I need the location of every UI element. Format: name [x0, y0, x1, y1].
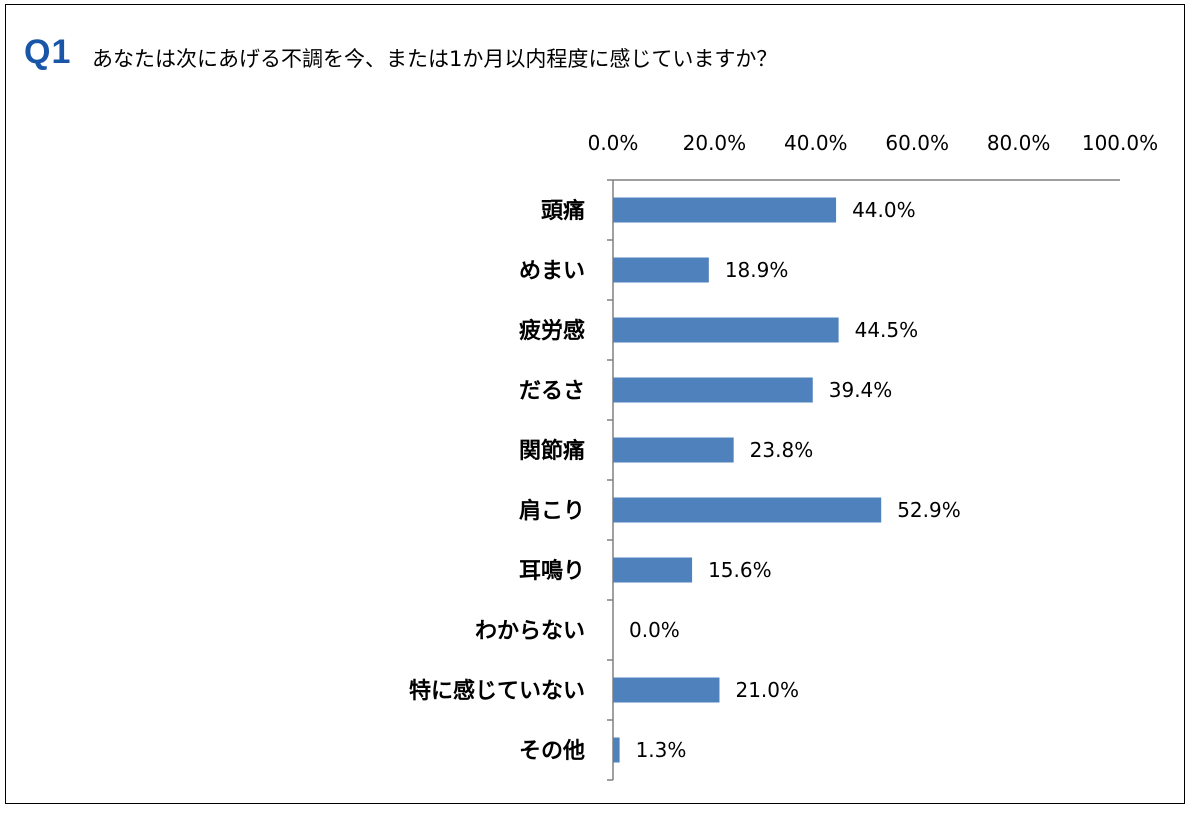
bar [613, 377, 813, 403]
category-label: めまい [519, 259, 585, 284]
x-tick-label: 60.0% [885, 131, 949, 155]
x-tick-label: 40.0% [784, 131, 848, 155]
bar [613, 497, 882, 523]
bar [613, 557, 693, 583]
value-label: 44.5% [855, 318, 919, 342]
chart-frame: Q1 あなたは次にあげる不調を今、または1か月以内程度に感じていますか？ [5, 4, 1185, 804]
bar [613, 737, 620, 763]
bar [613, 317, 839, 343]
x-tick-label: 0.0% [588, 131, 639, 155]
category-label: だるさ [519, 379, 585, 404]
category-label: 耳鳴り [519, 559, 585, 584]
category-label: 肩こり [519, 498, 585, 524]
bar [613, 257, 709, 283]
bar [613, 437, 734, 463]
x-tick-label: 80.0% [987, 131, 1051, 155]
category-label: 特に感じていない [409, 678, 585, 704]
question-text: あなたは次にあげる不調を今、または1か月以内程度に感じていますか？ [92, 47, 778, 71]
category-label: その他 [519, 739, 585, 764]
category-label: 頭痛 [541, 198, 585, 224]
category-label: わからない [475, 619, 585, 644]
value-label: 18.9% [725, 258, 789, 282]
bar [613, 677, 720, 703]
value-label: 39.4% [829, 378, 893, 402]
bar [613, 197, 837, 223]
value-label: 1.3% [636, 738, 687, 762]
value-label: 23.8% [750, 438, 814, 462]
question-number-badge: Q1 [24, 33, 72, 71]
value-label: 44.0% [852, 198, 916, 222]
value-label: 21.0% [735, 678, 799, 702]
category-label: 疲労感 [519, 318, 585, 344]
x-tick-label: 20.0% [683, 131, 747, 155]
value-label: 15.6% [708, 558, 772, 582]
category-label: 関節痛 [519, 438, 585, 464]
value-label: 0.0% [629, 618, 680, 642]
x-tick-label: 100.0% [1082, 131, 1158, 155]
value-label: 52.9% [897, 498, 961, 522]
